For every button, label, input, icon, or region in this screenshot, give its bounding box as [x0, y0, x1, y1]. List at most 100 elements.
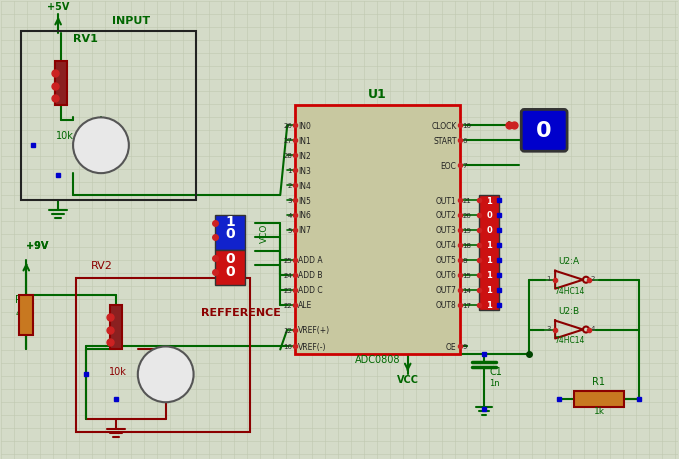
Text: IN5: IN5	[298, 196, 311, 205]
Text: -: -	[164, 387, 168, 397]
Text: 22: 22	[283, 302, 292, 308]
Text: 9: 9	[462, 344, 467, 350]
Text: 19: 19	[462, 227, 471, 234]
Text: R2: R2	[16, 294, 29, 304]
Text: ADD C: ADD C	[298, 285, 323, 295]
Text: 4: 4	[288, 213, 292, 218]
Text: 12: 12	[283, 327, 292, 333]
Text: 0: 0	[536, 121, 552, 141]
Text: VREF(-): VREF(-)	[298, 342, 327, 351]
Text: 26: 26	[283, 123, 292, 129]
Bar	[21, 32, 196, 201]
Text: 10: 10	[462, 123, 471, 129]
Text: ADC0808: ADC0808	[354, 355, 400, 364]
Bar	[76, 278, 251, 432]
Text: 1: 1	[486, 256, 492, 265]
Text: RV1: RV1	[73, 34, 98, 44]
Text: +: +	[161, 358, 170, 369]
Text: IN1: IN1	[298, 136, 311, 146]
Text: R1: R1	[593, 376, 606, 386]
Text: 5: 5	[288, 227, 292, 234]
Text: U2:B: U2:B	[559, 306, 580, 315]
Text: +9V: +9V	[26, 241, 49, 250]
Text: VCC: VCC	[397, 375, 419, 385]
Text: OE: OE	[446, 342, 456, 351]
Text: 20: 20	[462, 213, 471, 218]
Text: 10k: 10k	[109, 367, 127, 376]
Text: IN0: IN0	[298, 122, 311, 130]
Text: RV2: RV2	[91, 260, 113, 270]
Text: CLOCK: CLOCK	[431, 122, 456, 130]
Text: +9V: +9V	[26, 241, 49, 250]
Text: 1: 1	[486, 285, 492, 295]
Text: IN7: IN7	[298, 226, 311, 235]
Text: 17: 17	[462, 302, 471, 308]
Text: OUT6: OUT6	[436, 271, 456, 280]
Text: OUT2: OUT2	[436, 211, 456, 220]
Text: 27: 27	[283, 138, 292, 144]
Text: 24: 24	[283, 272, 292, 278]
Text: INPUT: INPUT	[112, 16, 150, 26]
Text: 1: 1	[486, 301, 492, 309]
Text: OUT3: OUT3	[436, 226, 456, 235]
Text: ADD A: ADD A	[298, 256, 323, 265]
Text: 1: 1	[486, 196, 492, 205]
Text: 1: 1	[225, 214, 236, 229]
Text: OUT1: OUT1	[436, 196, 456, 205]
Text: 25: 25	[283, 257, 292, 263]
Text: OUT8: OUT8	[436, 301, 456, 309]
Text: U2:A: U2:A	[559, 256, 580, 265]
Text: 4: 4	[591, 325, 595, 331]
Text: IN4: IN4	[298, 181, 311, 190]
Text: IN6: IN6	[298, 211, 311, 220]
Text: 14: 14	[462, 287, 471, 293]
Text: 10k: 10k	[56, 131, 74, 141]
Text: 3: 3	[547, 325, 551, 331]
Text: 0: 0	[225, 251, 235, 265]
Text: +2.64: +2.64	[149, 369, 182, 379]
Text: 23: 23	[283, 287, 292, 293]
Text: 2: 2	[288, 183, 292, 189]
Text: VREF(+): VREF(+)	[298, 325, 330, 334]
Circle shape	[73, 118, 129, 174]
Text: ALE: ALE	[298, 301, 312, 309]
Text: 0: 0	[487, 211, 492, 220]
Text: OUT5: OUT5	[436, 256, 456, 265]
Text: OUT7: OUT7	[436, 285, 456, 295]
Text: 74HC14: 74HC14	[554, 336, 584, 345]
Bar	[479, 196, 499, 310]
Text: 0: 0	[487, 226, 492, 235]
Text: OUT4: OUT4	[436, 241, 456, 250]
FancyBboxPatch shape	[19, 295, 33, 335]
FancyBboxPatch shape	[110, 305, 122, 350]
Text: +1.65: +1.65	[85, 140, 117, 150]
Text: 1n: 1n	[490, 379, 500, 387]
Bar	[215, 250, 245, 285]
Text: U1: U1	[368, 88, 387, 101]
Text: +5V: +5V	[47, 2, 69, 12]
Text: 1: 1	[547, 275, 551, 281]
Text: VCO: VCO	[260, 223, 270, 242]
Text: 1: 1	[288, 168, 292, 174]
Text: EOC: EOC	[441, 161, 456, 170]
Circle shape	[138, 347, 194, 403]
FancyBboxPatch shape	[574, 392, 624, 407]
Text: AC Volts: AC Volts	[151, 383, 180, 389]
Text: 0: 0	[225, 264, 235, 278]
Text: 1k: 1k	[593, 406, 604, 415]
Text: 21: 21	[462, 198, 471, 204]
Text: 28: 28	[283, 153, 292, 159]
Text: 8: 8	[462, 257, 467, 263]
FancyBboxPatch shape	[55, 62, 67, 106]
FancyBboxPatch shape	[521, 110, 567, 152]
Text: ADD B: ADD B	[298, 271, 323, 280]
Bar	[295, 106, 460, 355]
Text: AC Volts: AC Volts	[87, 155, 115, 161]
Text: -: -	[98, 159, 103, 169]
Text: IN3: IN3	[298, 166, 311, 175]
Text: 1: 1	[486, 241, 492, 250]
Text: IN2: IN2	[298, 151, 311, 160]
Text: 6: 6	[462, 138, 467, 144]
Text: 74HC14: 74HC14	[554, 286, 584, 295]
Text: 2: 2	[591, 275, 595, 281]
